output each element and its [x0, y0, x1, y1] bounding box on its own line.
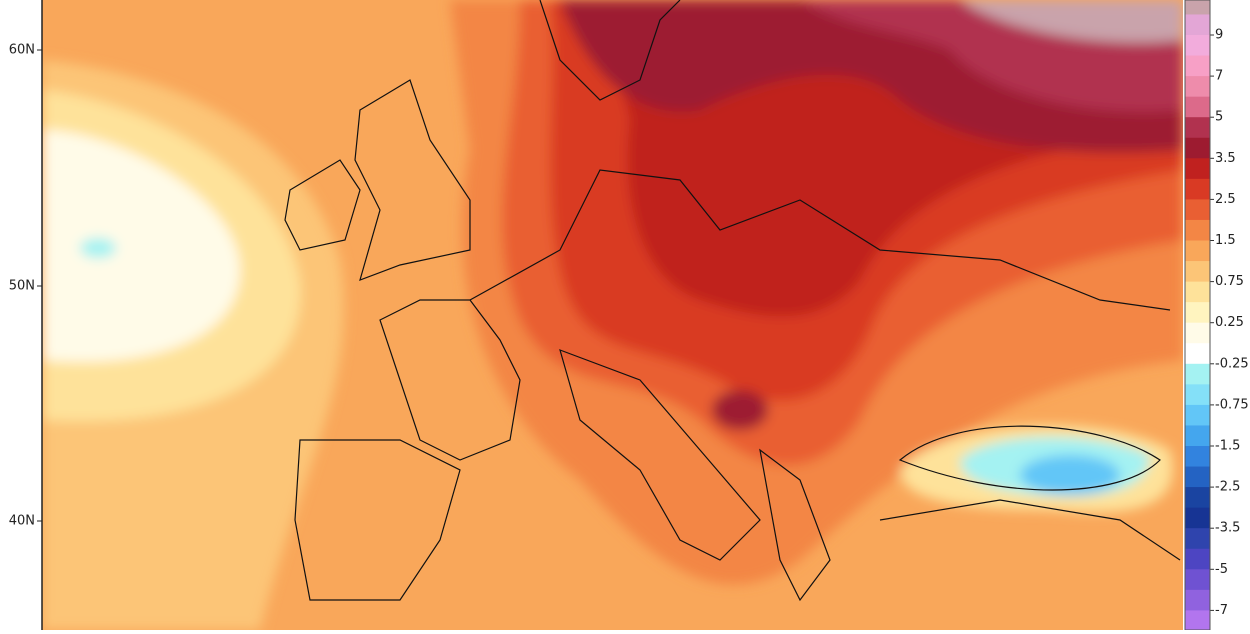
colorbar-swatch [1185, 548, 1210, 570]
colorbar-label: -3.5 [1215, 521, 1240, 536]
latitude-label: 50N [9, 279, 35, 294]
colorbar-label: 0.75 [1215, 274, 1244, 289]
colorbar-swatch [1185, 404, 1210, 426]
colorbar-swatch [1185, 137, 1210, 159]
colorbar-swatch [1185, 446, 1210, 468]
colorbar-swatch [1185, 96, 1210, 118]
colorbar-swatch [1185, 322, 1210, 344]
colorbar-label: -0.75 [1215, 397, 1249, 412]
colorbar-swatch [1185, 363, 1210, 385]
colorbar-swatch [1185, 589, 1210, 611]
colorbar-label: 5 [1215, 110, 1223, 125]
colorbar-swatch [1185, 261, 1210, 283]
colorbar-swatch [1185, 507, 1210, 529]
colorbar-swatch [1185, 158, 1210, 180]
colorbar-label: -0.25 [1215, 356, 1249, 371]
colorbar-swatch [1185, 610, 1210, 632]
colorbar-swatch [1185, 219, 1210, 241]
colorbar-swatch [1185, 569, 1210, 591]
colorbar-swatch [1185, 0, 1210, 15]
colorbar-swatch [1185, 199, 1210, 221]
colorbar-swatch [1185, 302, 1210, 324]
colorbar-swatch [1185, 528, 1210, 550]
colorbar-label: -1.5 [1215, 439, 1240, 454]
colorbar-swatch [1185, 178, 1210, 200]
colorbar-label: 0.25 [1215, 315, 1244, 330]
colorbar-label: -2.5 [1215, 480, 1240, 495]
latitude-label: 60N [9, 43, 35, 58]
colorbar-swatch [1185, 76, 1210, 98]
colorbar-label: 7 [1215, 69, 1223, 84]
colorbar-label: 3.5 [1215, 151, 1236, 166]
colorbar-label: -7 [1215, 603, 1228, 618]
colorbar-swatch [1185, 55, 1210, 77]
colorbar: 9 7 5 3.5 2.5 1.5 0.75 0.25 -0.25 -0.75 -1.5 -2.5 -3… [1184, 0, 1249, 632]
colorbar-label: -5 [1215, 562, 1228, 577]
colorbar-swatch [1185, 35, 1210, 57]
colorbar-swatch [1185, 487, 1210, 509]
colorbar-swatch [1185, 14, 1210, 36]
colorbar-label: 9 [1215, 28, 1223, 43]
latitude-label: 40N [9, 514, 35, 529]
colorbar-swatch [1185, 281, 1210, 303]
colorbar-swatch [1185, 240, 1210, 262]
colorbar-label: 1.5 [1215, 233, 1236, 248]
colorbar-swatch [1185, 117, 1210, 139]
colorbar-swatch [1185, 466, 1210, 488]
colorbar-label: 2.5 [1215, 192, 1236, 207]
coastlines [284, 0, 1181, 602]
latitude-axis: 60N 50N 40N [9, 43, 42, 529]
colorbar-swatch [1185, 343, 1210, 365]
colorbar-swatch [1185, 384, 1210, 406]
anomaly-field [42, 0, 1183, 630]
colorbar-swatch [1185, 425, 1210, 447]
